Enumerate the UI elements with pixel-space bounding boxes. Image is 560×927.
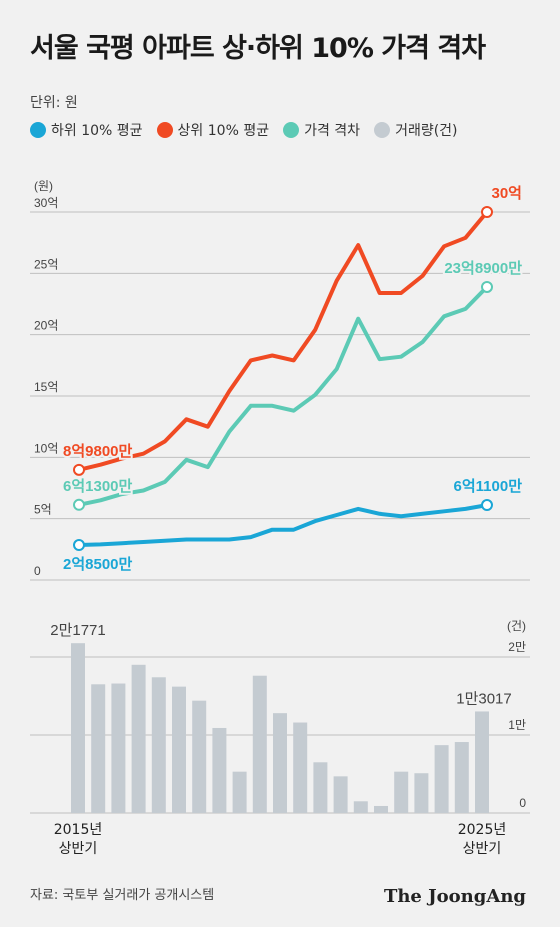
series-start-marker [73,463,85,476]
volume-bar [71,643,85,813]
volume-bar [313,762,328,813]
bar-y-tick-label: 2만 [508,640,526,654]
legend-label-upper: 상위 10% 평균 [177,123,270,139]
x-start-label-half: 상반기 [59,841,98,857]
volume-bar [414,773,429,813]
volume-bar [273,713,287,813]
volume-bar [212,727,227,813]
volume-bar [353,801,368,813]
bar-last-value-label: 1만3017 [456,690,512,707]
line-y-tick-label: 10억 [34,441,58,455]
series-start-label: 2억8500만 [63,555,133,573]
volume-bar [454,742,469,813]
series-end-label: 6억1100만 [454,477,523,495]
series-end-marker [481,206,493,218]
series-start-label: 8억9800만 [63,442,133,460]
volume-bar [293,722,308,813]
legend-swatch-upper [156,122,173,138]
volume-bar [394,771,409,813]
legend-swatch-gap [283,122,300,138]
brand-logo: The JoongAng [383,886,526,907]
series-line [77,210,489,472]
legend-swatch-volume [374,122,391,138]
bar-first-value-label: 2만1771 [50,622,106,639]
chart-title: 서울 국평 아파트 상·하위 10% 가격 격차 [30,33,486,64]
line-y-tick-label: 15억 [34,380,58,394]
bar-y-unit-label: (건) [507,619,526,633]
legend-item-gap: 가격 격차 [283,120,360,140]
line-y-tick-label: 0 [34,564,41,578]
line-y-tick-label: 5억 [34,503,52,517]
unit-label: 단위: 원 [30,95,78,111]
legend: 하위 10% 평균 상위 10% 평균 가격 격차 거래량(건) [30,120,458,140]
line-y-tick-label: 25억 [34,257,58,271]
series-end-label: 30억 [492,184,523,202]
volume-bar [111,683,126,813]
series-start-marker [73,498,85,511]
series-end-label: 23억8900만 [444,259,522,277]
volume-bar [434,745,449,813]
volume-bar [374,805,388,813]
bar-y-tick-label: 1만 [508,718,526,732]
series-end-marker [481,499,493,512]
series-start-marker [73,539,85,552]
legend-label-lower: 하위 10% 평균 [51,123,143,139]
volume-bar [475,711,489,813]
series-start-label: 6억1300만 [63,477,133,495]
line-y-tick-label: 20억 [34,319,58,333]
volume-bar [333,776,348,813]
volume-bar [151,677,166,813]
volume-bar [252,675,267,813]
line-y-unit-label: (원) [34,179,53,193]
series-end-marker [481,280,493,293]
legend-label-gap: 가격 격차 [304,123,361,139]
volume-bar [91,684,106,813]
x-end-label-half: 상반기 [463,841,502,857]
line-y-tick-label: 30억 [34,196,58,210]
series-line [77,284,489,507]
volume-bar [172,686,186,813]
volume-bar [192,700,207,813]
series-line [77,503,489,547]
volume-bar [131,664,146,813]
bar-y-tick-label: 0 [519,796,526,810]
x-start-label-year: 2015년 [54,822,103,838]
legend-item-lower: 하위 10% 평균 [30,120,143,140]
legend-swatch-lower [30,122,46,138]
volume-bar [232,771,247,813]
legend-item-volume: 거래량(건) [374,120,458,140]
x-end-label-year: 2025년 [458,822,507,838]
source-note: 자료: 국토부 실거래가 공개시스템 [30,888,215,903]
legend-item-upper: 상위 10% 평균 [156,120,270,140]
legend-label-volume: 거래량(건) [395,123,458,139]
